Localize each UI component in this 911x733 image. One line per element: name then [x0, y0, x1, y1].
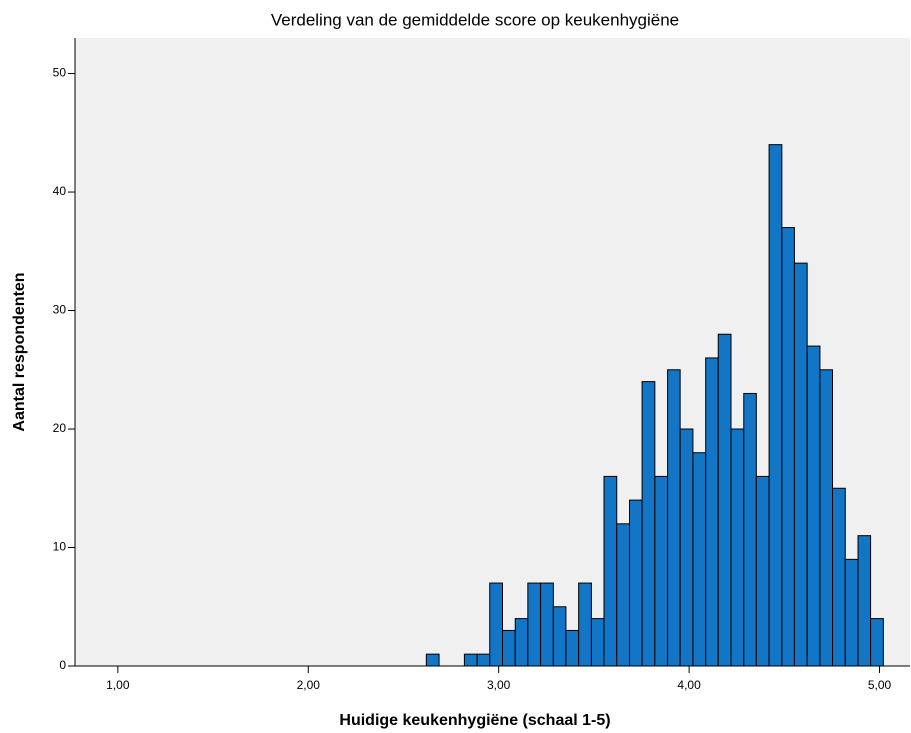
bar — [755, 475, 770, 667]
bar — [540, 582, 554, 667]
bar — [819, 369, 833, 667]
bar — [476, 653, 491, 667]
bar — [743, 392, 757, 667]
bar — [793, 262, 808, 667]
bar — [629, 499, 643, 667]
bar — [806, 345, 821, 667]
bar — [578, 582, 592, 667]
bar — [730, 428, 745, 667]
bar — [616, 523, 631, 667]
bar — [565, 629, 580, 667]
x-tick-label: 3,00 — [487, 678, 511, 692]
bar — [654, 475, 669, 667]
bar — [857, 535, 872, 667]
bar — [489, 582, 503, 667]
bar — [514, 618, 529, 667]
bar — [425, 653, 440, 667]
y-tick-label: 0 — [59, 658, 66, 672]
x-axis-label: Huidige keukenhygiëne (schaal 1-5) — [339, 712, 610, 729]
bar — [844, 558, 859, 667]
bar — [552, 606, 567, 667]
chart-title: Verdeling van de gemiddelde score op keu… — [271, 10, 679, 29]
x-tick-label: 1,00 — [106, 678, 130, 692]
bar — [705, 357, 719, 667]
y-tick-label: 10 — [53, 540, 67, 554]
x-tick-label: 4,00 — [677, 678, 701, 692]
bar — [603, 475, 618, 667]
bar — [463, 653, 478, 667]
bar — [870, 618, 884, 667]
bar — [501, 629, 516, 667]
bar — [717, 333, 732, 667]
x-tick-label: 5,00 — [868, 678, 892, 692]
y-tick-label: 30 — [53, 303, 67, 317]
bar — [667, 369, 681, 667]
bar — [781, 227, 795, 667]
bar — [692, 452, 707, 667]
y-tick-label: 50 — [53, 66, 67, 80]
x-tick-label: 2,00 — [297, 678, 321, 692]
y-tick-label: 20 — [53, 421, 67, 435]
bar — [590, 618, 605, 667]
bar — [679, 428, 694, 667]
bar — [527, 582, 542, 667]
bar — [768, 144, 783, 667]
y-axis-label: Aantal respondenten — [11, 272, 28, 431]
bar — [641, 381, 656, 667]
y-tick-label: 40 — [53, 184, 67, 198]
bar — [831, 487, 846, 667]
